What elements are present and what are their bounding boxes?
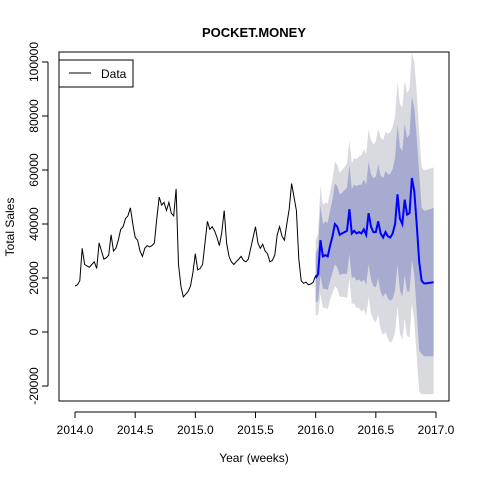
y-tick-label: 60000 bbox=[27, 153, 41, 187]
band-80 bbox=[315, 97, 434, 357]
x-tick-label: 2015.0 bbox=[177, 423, 214, 437]
x-tick-label: 2014.0 bbox=[57, 423, 94, 437]
series-lines bbox=[74, 177, 434, 298]
chart-title: POCKET.MONEY bbox=[202, 25, 306, 40]
x-axis: 2014.0 2014.5 2015.0 2015.5 2016.0 2016.5 2017… bbox=[57, 411, 455, 437]
x-tick-label: 2015.5 bbox=[237, 423, 274, 437]
x-tick-label: 2016.5 bbox=[357, 423, 394, 437]
y-tick-label: 40000 bbox=[27, 207, 41, 241]
x-axis-label: Year (weeks) bbox=[219, 451, 289, 465]
series-line-forecast bbox=[314, 177, 434, 285]
x-tick-label: 2017.0 bbox=[418, 423, 455, 437]
plot-frame bbox=[58, 51, 450, 402]
prediction-intervals bbox=[315, 52, 434, 395]
legend-label-data: Data bbox=[101, 67, 127, 81]
x-tick-label: 2014.5 bbox=[117, 423, 154, 437]
y-tick-label: -20000 bbox=[27, 367, 41, 405]
series-line-data bbox=[74, 183, 317, 298]
x-tick-label: 2016.0 bbox=[297, 423, 334, 437]
legend: Data bbox=[58, 59, 134, 88]
y-tick-label: 20000 bbox=[27, 261, 41, 295]
y-tick-label: 0 bbox=[27, 328, 41, 335]
y-axis-label: Total Sales bbox=[3, 198, 17, 257]
y-tick-label: 80000 bbox=[27, 99, 41, 133]
y-tick-label: 100000 bbox=[27, 42, 41, 82]
y-axis: -20000 0 20000 40000 60000 80000 100000 bbox=[27, 42, 49, 405]
